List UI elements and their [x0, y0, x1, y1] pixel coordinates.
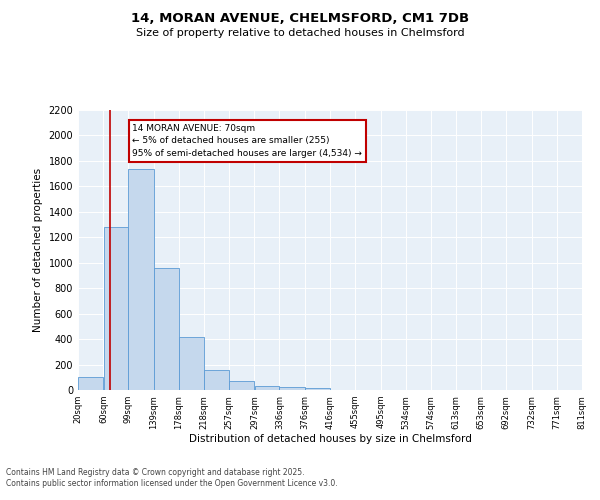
Bar — [204, 370, 229, 390]
Bar — [104, 227, 128, 390]
Text: Contains HM Land Registry data © Crown copyright and database right 2025.
Contai: Contains HM Land Registry data © Crown c… — [6, 468, 338, 487]
Bar — [78, 378, 103, 390]
Bar — [280, 387, 305, 390]
Bar — [305, 388, 330, 390]
Text: 14, MORAN AVENUE, CHELMSFORD, CM1 7DB: 14, MORAN AVENUE, CHELMSFORD, CM1 7DB — [131, 12, 469, 26]
Text: Size of property relative to detached houses in Chelmsford: Size of property relative to detached ho… — [136, 28, 464, 38]
Y-axis label: Number of detached properties: Number of detached properties — [33, 168, 43, 332]
Bar — [229, 381, 254, 390]
Bar — [128, 168, 154, 390]
X-axis label: Distribution of detached houses by size in Chelmsford: Distribution of detached houses by size … — [188, 434, 472, 444]
Bar — [154, 268, 179, 390]
Bar — [254, 386, 279, 390]
Bar — [179, 336, 204, 390]
Text: 14 MORAN AVENUE: 70sqm
← 5% of detached houses are smaller (255)
95% of semi-det: 14 MORAN AVENUE: 70sqm ← 5% of detached … — [132, 124, 362, 158]
